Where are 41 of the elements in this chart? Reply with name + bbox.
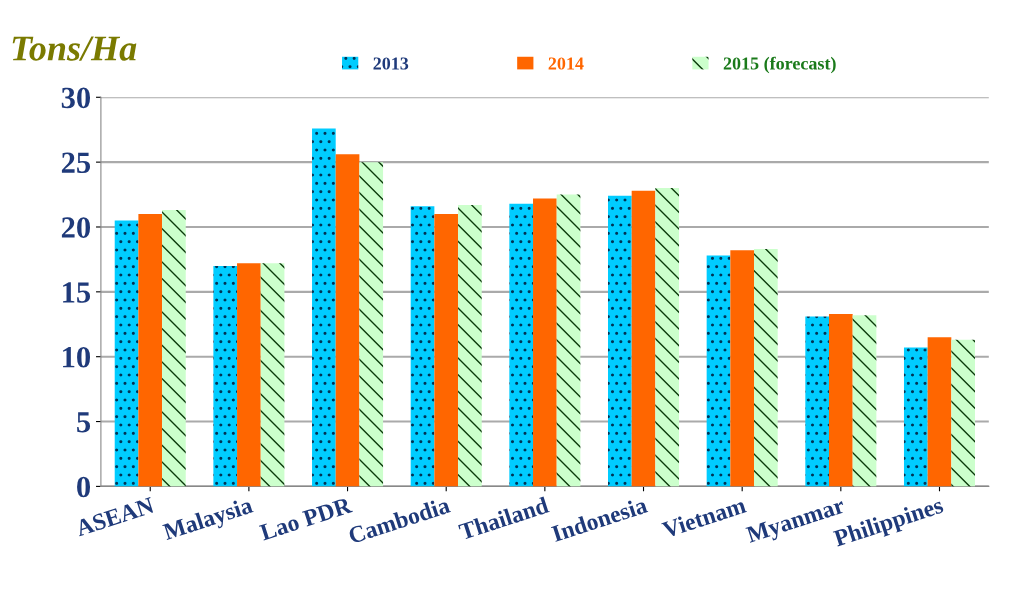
bar	[852, 315, 877, 487]
bar	[114, 220, 139, 487]
bar	[828, 313, 853, 487]
bar	[730, 250, 755, 487]
bar	[754, 249, 778, 487]
x-tick-label: ASEAN	[74, 496, 156, 537]
y-tick-label: 10	[63, 346, 91, 368]
y-axis-title: Tons/Ha	[12, 36, 137, 61]
legend-label: 2014	[548, 57, 584, 70]
bar	[458, 204, 482, 487]
bar	[631, 190, 656, 487]
y-tick-label: 20	[61, 217, 91, 238]
bar	[434, 214, 459, 487]
bar	[162, 210, 186, 487]
bar	[410, 206, 435, 487]
x-tick-label: Malaysia	[161, 496, 256, 545]
y-tick-label: 0	[77, 476, 91, 498]
bar	[213, 265, 238, 487]
bar	[706, 255, 731, 487]
y-tick-label: 30	[61, 87, 91, 109]
bar	[312, 128, 336, 487]
legend-label: 2015 (forecast)	[723, 56, 836, 74]
legend-label: 2013	[373, 57, 409, 70]
x-tick-label: Vietnam	[660, 496, 747, 539]
bar	[359, 162, 384, 487]
bar	[237, 263, 261, 487]
bar	[556, 194, 581, 487]
bar	[655, 188, 680, 487]
y-tick-label: 5	[77, 412, 91, 433]
y-tick-label: 25	[61, 152, 91, 174]
bar	[138, 214, 163, 487]
bar	[951, 339, 976, 487]
bar	[260, 263, 285, 487]
bar	[805, 316, 829, 487]
bar	[533, 198, 557, 487]
bar	[509, 203, 534, 487]
bar	[608, 195, 632, 487]
bar	[927, 337, 952, 487]
bar	[335, 154, 360, 487]
bar	[903, 347, 928, 487]
y-tick-label: 15	[63, 282, 91, 303]
